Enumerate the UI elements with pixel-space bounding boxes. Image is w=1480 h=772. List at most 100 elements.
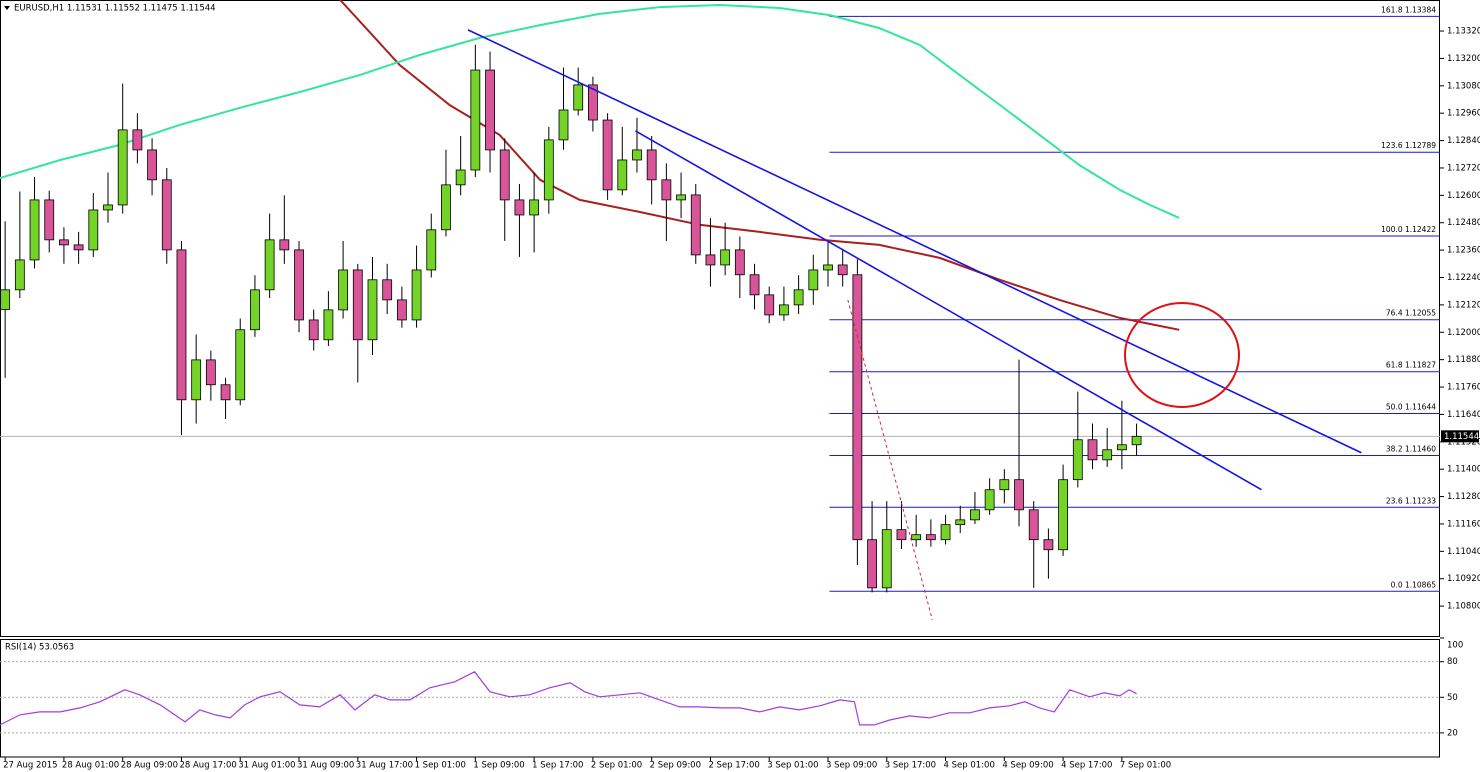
candle-body xyxy=(793,289,804,306)
candle-body xyxy=(264,239,275,291)
y-tick-label: 1.11880 xyxy=(1447,355,1480,365)
main-panel-border xyxy=(0,0,1440,637)
candle-body xyxy=(132,129,143,151)
candle-body xyxy=(1072,439,1083,481)
x-tick-label: 2 Sep 09:00 xyxy=(650,761,701,771)
candle-body xyxy=(1102,449,1113,461)
fib-label: 0.0 1.10865 xyxy=(1391,580,1437,589)
candle-body xyxy=(558,109,569,141)
highlight-circle xyxy=(1124,302,1240,408)
fib-label: 161.8 1.13384 xyxy=(1381,5,1436,14)
y-tick-label: 1.12600 xyxy=(1447,191,1480,201)
x-tick-label: 28 Aug 01:00 xyxy=(62,761,119,771)
fib-label: 23.6 1.11233 xyxy=(1386,496,1436,505)
candle-body xyxy=(73,244,84,251)
candle-body xyxy=(573,84,584,111)
candle-body xyxy=(911,534,922,541)
candle-body xyxy=(205,359,216,386)
candle-body xyxy=(1043,539,1054,551)
candle-body xyxy=(690,194,701,256)
rsi-title: RSI(14) 53.0563 xyxy=(5,643,74,653)
candle-body xyxy=(279,239,290,251)
y-tick-label: 1.12720 xyxy=(1447,163,1480,173)
candle-body xyxy=(808,269,819,291)
candle-body xyxy=(779,304,789,316)
x-tick-label: 31 Aug 09:00 xyxy=(297,761,354,771)
y-tick-label: 1.12840 xyxy=(1447,136,1480,146)
candle-body xyxy=(411,269,422,321)
candle-body xyxy=(881,529,892,589)
candle-body xyxy=(1014,479,1024,511)
candle-body xyxy=(294,249,304,321)
rsi-y-tick-label: 50 xyxy=(1447,693,1458,703)
candle-body xyxy=(441,184,451,231)
last-price-box xyxy=(1441,430,1479,443)
y-tick-label: 1.10920 xyxy=(1447,574,1480,584)
x-tick-label: 28 Aug 17:00 xyxy=(179,761,236,771)
x-tick-label: 27 Aug 2015 xyxy=(3,761,57,771)
fib-label: 123.6 1.12789 xyxy=(1381,141,1436,150)
candle-body xyxy=(250,289,260,331)
y-tick-label: 1.12360 xyxy=(1447,246,1480,256)
x-tick-label: 1 Sep 17:00 xyxy=(532,761,583,771)
candle-body xyxy=(455,169,466,186)
candle-body xyxy=(176,249,187,401)
fib-label: 50.0 1.11644 xyxy=(1386,403,1436,412)
candle-body xyxy=(499,149,510,201)
fib-label: 100.0 1.12422 xyxy=(1381,225,1436,234)
candle-body xyxy=(103,204,113,211)
rsi-plot xyxy=(0,661,1440,734)
candle-body xyxy=(1087,439,1098,461)
candle-body xyxy=(235,329,246,401)
y-tick-label: 1.12240 xyxy=(1447,273,1480,283)
x-tick-label: 4 Sep 09:00 xyxy=(1002,761,1053,771)
axes: 1.10800 1.10920 1.11040 1.11160 1.11280 1.114… xyxy=(3,27,1480,771)
y-tick-label: 1.11280 xyxy=(1447,492,1480,502)
candle-body xyxy=(970,509,980,521)
candle-body xyxy=(147,149,157,181)
candle-body xyxy=(1131,435,1142,446)
candle-body xyxy=(734,249,745,276)
candle-body xyxy=(161,179,172,251)
x-tick-label: 31 Aug 01:00 xyxy=(238,761,295,771)
y-tick-label: 1.12480 xyxy=(1447,218,1480,228)
x-tick-label: 2 Sep 01:00 xyxy=(591,761,642,771)
rsi-y-tick-label: 100 xyxy=(1447,641,1463,651)
fib-label: 38.2 1.11460 xyxy=(1386,444,1436,453)
candle-body xyxy=(1116,444,1127,451)
candle-body xyxy=(617,159,628,191)
candle-body xyxy=(852,274,863,541)
candle-body xyxy=(632,149,642,161)
candle-body xyxy=(676,194,686,201)
candle-body xyxy=(955,519,966,526)
x-tick-label: 1 Sep 09:00 xyxy=(473,761,524,771)
candle-body xyxy=(529,199,540,216)
candle-body xyxy=(470,69,481,171)
x-tick-label: 3 Sep 17:00 xyxy=(885,761,936,771)
fib-label: 76.4 1.12055 xyxy=(1386,309,1436,318)
fib-label: 61.8 1.11827 xyxy=(1386,361,1436,370)
candle-body xyxy=(896,529,907,541)
candle-body xyxy=(14,259,25,291)
candle-body xyxy=(984,489,995,511)
candle-body xyxy=(587,84,598,121)
candle-body xyxy=(191,359,202,401)
candle-body xyxy=(1058,479,1069,551)
rsi-y-tick-label: 80 xyxy=(1447,657,1458,667)
menu-arrow xyxy=(4,6,10,10)
candle-body xyxy=(705,254,716,266)
candle-body xyxy=(867,539,877,589)
candle-body xyxy=(940,524,951,541)
candle-body xyxy=(396,299,407,321)
candle-body xyxy=(338,269,349,311)
candle-body xyxy=(720,249,731,266)
candle-body xyxy=(117,129,128,206)
candle-body xyxy=(367,279,378,341)
x-tick-label: 7 Sep 01:00 xyxy=(1120,761,1171,771)
x-tick-label: 1 Sep 01:00 xyxy=(415,761,466,771)
x-tick-label: 2 Sep 17:00 xyxy=(708,761,759,771)
candle-body xyxy=(308,319,319,341)
candle-body xyxy=(661,179,672,201)
rsi-line xyxy=(0,671,1137,726)
trend-line xyxy=(635,130,1262,491)
